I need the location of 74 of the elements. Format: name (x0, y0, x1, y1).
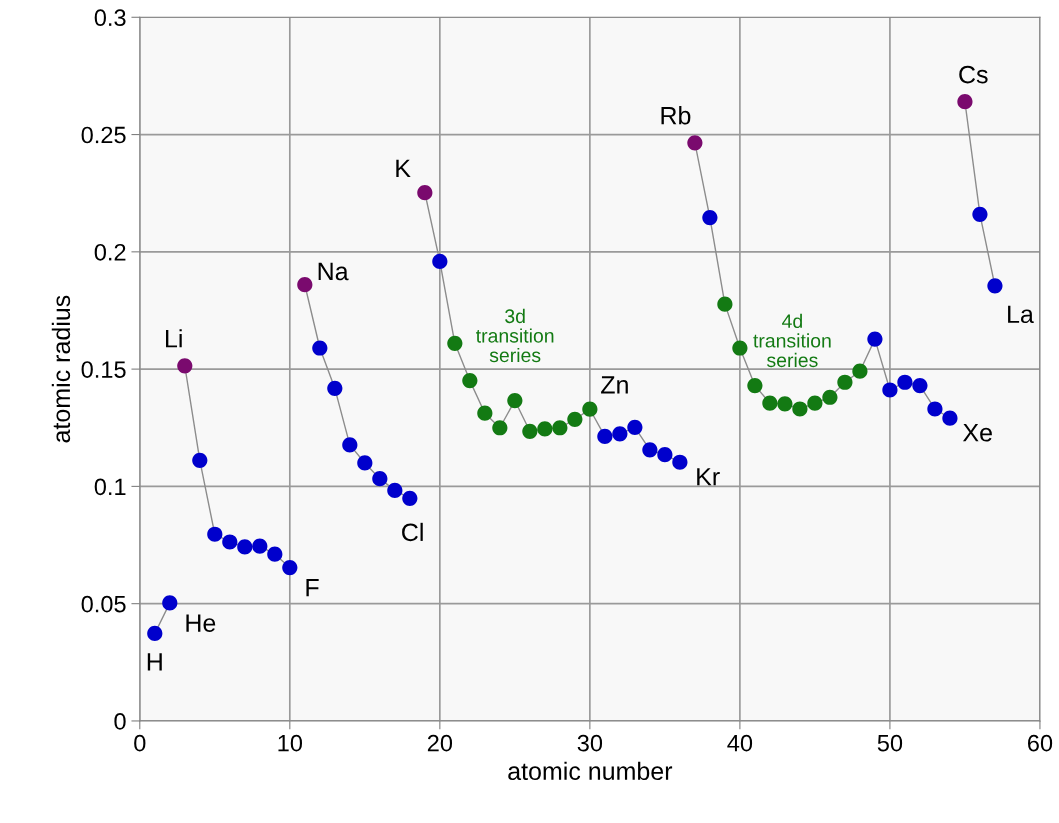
point (462, 373, 478, 389)
point (537, 421, 553, 437)
annotation: F (306, 579, 319, 597)
annotation: Xe (962, 424, 992, 442)
point (717, 296, 733, 312)
point (492, 420, 508, 436)
annotation: Kr (697, 468, 720, 486)
point (507, 392, 523, 409)
y-axis-title: atomic radius (51, 295, 71, 443)
point (732, 340, 748, 356)
y-tick-label: 0.3 (94, 9, 126, 27)
x-tick-label: 0 (134, 734, 146, 752)
point (807, 395, 823, 411)
point (747, 377, 763, 394)
annotation: 4d transition series (753, 313, 831, 368)
point (972, 206, 988, 222)
point (837, 374, 853, 390)
point (207, 526, 223, 542)
point (792, 401, 808, 417)
point (387, 482, 403, 498)
annotation: Zn (601, 376, 628, 394)
point (162, 595, 178, 611)
annotation: Li (166, 329, 182, 348)
point (342, 437, 358, 453)
annotation: Cs (959, 65, 988, 84)
point (372, 471, 388, 487)
annotation: Rb (661, 106, 691, 125)
point (357, 455, 373, 471)
x-tick-label: 20 (427, 734, 453, 752)
point (552, 420, 568, 436)
annotation: Cl (402, 522, 423, 542)
point (447, 335, 463, 351)
point (567, 411, 583, 427)
annotation: Na (318, 262, 349, 281)
point (222, 534, 238, 550)
point (267, 546, 283, 562)
annotation: 3d transition series (476, 308, 554, 363)
point (417, 185, 433, 201)
point (237, 539, 253, 555)
point (312, 340, 328, 356)
annotation: K (396, 159, 411, 177)
annotation: H (147, 653, 162, 671)
point (777, 396, 793, 412)
point (252, 538, 268, 554)
point (987, 278, 1003, 294)
point (147, 625, 163, 642)
point (852, 363, 868, 379)
point (687, 135, 703, 151)
x-axis-title: atomic number (508, 761, 673, 781)
point (957, 94, 973, 110)
y-tick-label: 0.1 (94, 478, 126, 496)
y-tick-label: 0.15 (81, 361, 126, 378)
point (522, 423, 538, 439)
point (582, 401, 598, 417)
y-tick-label: 0.25 (81, 126, 126, 144)
x-tick-label: 30 (577, 734, 603, 752)
point (402, 490, 418, 506)
point (282, 559, 298, 576)
x-tick-label: 50 (877, 734, 903, 752)
y-tick-label: 0 (114, 713, 126, 730)
x-tick-label: 60 (1028, 734, 1053, 752)
point (177, 358, 193, 374)
point (822, 389, 838, 405)
x-tick-label: 40 (727, 734, 753, 752)
point (297, 277, 313, 293)
annotation: He (186, 614, 216, 632)
x-tick-label: 10 (278, 734, 303, 752)
point (192, 452, 208, 468)
annotation: La (1008, 305, 1034, 324)
y-tick-label: 0.2 (94, 243, 126, 261)
point (762, 395, 778, 411)
y-tick-label: 0.05 (81, 595, 126, 613)
point (327, 380, 343, 396)
point (477, 405, 493, 421)
